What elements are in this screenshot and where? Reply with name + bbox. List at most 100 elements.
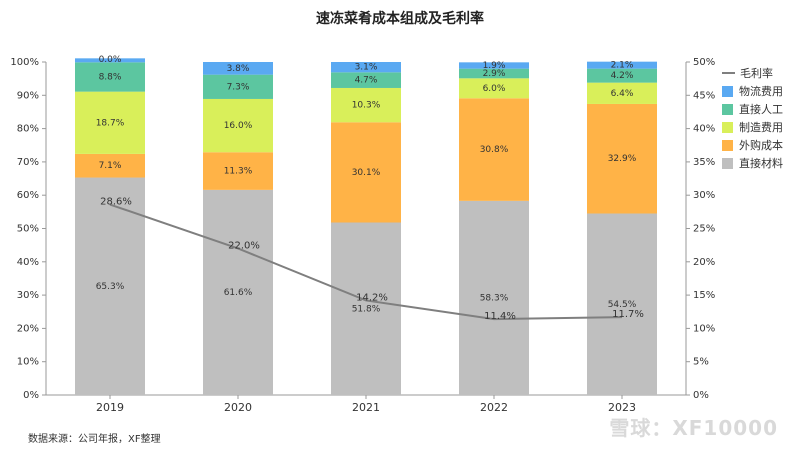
legend-item-logistics: 物流费用	[722, 82, 783, 100]
y-tick-label-left: 30%	[17, 290, 39, 301]
y-tick-label-left: 60%	[17, 190, 39, 201]
bar-data-label: 7.1%	[99, 161, 122, 171]
legend-swatch-gross-margin	[722, 72, 735, 74]
gross-margin-label: 28.6%	[100, 197, 132, 208]
x-tick-label: 2020	[224, 401, 252, 414]
bar-segment	[75, 62, 145, 92]
y-tick-label-right: 45%	[693, 90, 715, 101]
y-tick-label-left: 10%	[17, 357, 39, 368]
gross-margin-label: 11.7%	[612, 309, 644, 320]
y-tick-label-right: 20%	[693, 257, 715, 268]
bar-segment	[75, 58, 145, 63]
y-tick-label-left: 50%	[17, 224, 39, 235]
bar-data-label: 65.3%	[96, 282, 125, 292]
bar-segment	[459, 68, 529, 79]
y-tick-label-right: 5%	[693, 357, 709, 368]
gross-margin-label: 11.4%	[484, 311, 516, 322]
bar-data-label: 30.1%	[352, 168, 381, 178]
bar-segment	[331, 87, 401, 123]
y-tick-label-right: 15%	[693, 290, 715, 301]
bar-segment	[587, 103, 657, 214]
bar-data-label: 11.3%	[224, 167, 253, 177]
bar-segment	[203, 74, 273, 99]
y-tick-label-right: 10%	[693, 323, 715, 334]
bar-segment	[75, 153, 145, 178]
bar-data-label: 4.7%	[355, 76, 378, 86]
bar-data-label: 3.8%	[227, 64, 250, 74]
legend-swatch-logistics	[722, 85, 733, 97]
bar-segment	[203, 98, 273, 153]
bar-segment	[203, 189, 273, 395]
y-tick-label-left: 0%	[23, 390, 39, 401]
bar-data-label: 4.2%	[611, 71, 634, 81]
bar-data-label: 32.9%	[608, 154, 637, 164]
data-source-note: 数据来源：公司年报，XF整理	[28, 434, 161, 445]
x-tick-label: 2019	[96, 401, 124, 414]
chart-legend: 毛利率 物流费用 直接人工 制造费用 外购成本 直接材料	[722, 64, 783, 172]
bar-data-label: 58.3%	[480, 293, 509, 303]
bar-segment	[459, 98, 529, 201]
legend-label-gross-margin: 毛利率	[740, 67, 773, 80]
bar-data-label: 8.8%	[99, 72, 122, 82]
bar-segment	[459, 62, 529, 69]
y-tick-label-left: 90%	[17, 90, 39, 101]
x-tick-label: 2023	[608, 401, 636, 414]
legend-label-manufacturing: 制造费用	[739, 121, 783, 134]
y-tick-label-right: 50%	[693, 57, 715, 68]
legend-label-direct-labor: 直接人工	[739, 103, 783, 116]
bar-segment	[459, 78, 529, 99]
bar-data-label: 18.7%	[96, 118, 125, 128]
bar-data-label: 2.9%	[483, 69, 506, 79]
bar-segment	[587, 213, 657, 395]
bar-segment	[459, 200, 529, 395]
legend-item-direct-material: 直接材料	[722, 154, 783, 172]
y-tick-label-left: 100%	[10, 57, 39, 68]
legend-item-gross-margin: 毛利率	[722, 64, 783, 82]
legend-label-outsourcing: 外购成本	[739, 139, 783, 152]
legend-swatch-manufacturing	[722, 121, 733, 133]
bar-data-label: 61.6%	[224, 288, 253, 298]
bar-data-label: 54.5%	[608, 300, 637, 310]
gross-margin-label: 22.0%	[228, 240, 260, 251]
legend-label-direct-material: 直接材料	[739, 157, 783, 170]
bar-segment	[587, 61, 657, 69]
bar-segment	[203, 62, 273, 75]
bar-data-label: 16.0%	[224, 121, 253, 131]
legend-item-manufacturing: 制造费用	[722, 118, 783, 136]
bar-segment	[331, 122, 401, 223]
gross-margin-line	[109, 203, 623, 321]
watermark: 雪球：XF10000	[609, 416, 778, 440]
legend-swatch-direct-material	[722, 157, 733, 169]
x-tick-label: 2021	[352, 401, 380, 414]
legend-label-logistics: 物流费用	[739, 85, 783, 98]
y-tick-label-left: 70%	[17, 157, 39, 168]
bar-segment	[203, 152, 273, 190]
y-tick-label-right: 25%	[693, 224, 715, 235]
y-tick-label-right: 35%	[693, 157, 715, 168]
bar-segment	[331, 62, 401, 73]
bar-data-label: 6.0%	[483, 84, 506, 94]
bar-segment	[75, 177, 145, 395]
bar-data-label: 1.9%	[483, 61, 506, 71]
bar-data-label: 6.4%	[611, 89, 634, 99]
bar-segment	[75, 91, 145, 154]
legend-item-direct-labor: 直接人工	[722, 100, 783, 118]
gross-margin-label: 14.2%	[356, 292, 388, 303]
bar-segment	[587, 82, 657, 104]
y-tick-label-left: 20%	[17, 323, 39, 334]
x-tick-label: 2022	[480, 401, 508, 414]
legend-swatch-direct-labor	[722, 103, 733, 115]
y-tick-label-right: 0%	[693, 390, 709, 401]
bar-data-label: 30.8%	[480, 145, 509, 155]
bar-data-label: 2.1%	[611, 61, 634, 71]
y-tick-label-left: 80%	[17, 124, 39, 135]
bar-data-label: 10.3%	[352, 101, 381, 111]
bar-data-label: 3.1%	[355, 63, 378, 73]
y-tick-label-right: 40%	[693, 124, 715, 135]
bar-data-label: 51.8%	[352, 304, 381, 314]
bar-segment	[331, 72, 401, 88]
y-tick-label-right: 30%	[693, 190, 715, 201]
chart-title: 速冻菜肴成本组成及毛利率	[316, 11, 484, 27]
bar-segment	[587, 68, 657, 83]
